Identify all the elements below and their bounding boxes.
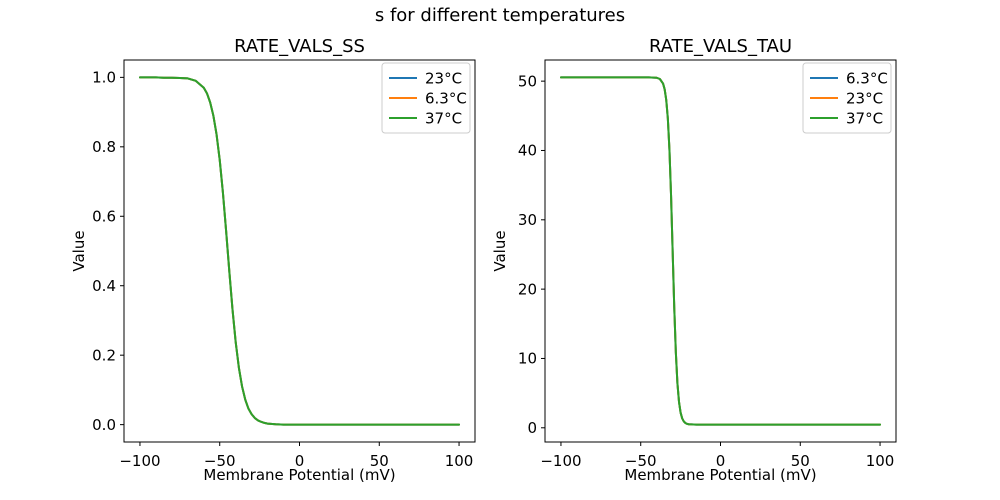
legend-label: 23°C [846, 89, 883, 107]
x-tick-label: 50 [791, 452, 810, 470]
x-tick-label: −50 [204, 452, 236, 470]
legend-entry: 37°C [810, 109, 883, 127]
plot-frame [123, 59, 476, 443]
y-tick-label: 0.0 [92, 416, 116, 434]
legend-label: 37°C [425, 109, 462, 127]
figure-suptitle: s for different temperatures [374, 5, 626, 26]
y-tick-label: 0.4 [92, 277, 116, 295]
subplot-rate-vals-ss: RATE_VALS_SS −100 −50 0 50 100 0.0 0.2 0.4 0.6 0.8… [70, 36, 476, 484]
x-tick-label: −50 [625, 452, 657, 470]
legend-box [802, 62, 892, 134]
plot-frame [544, 59, 897, 443]
legend: 6.3°C 23°C 37°C [802, 62, 892, 134]
x-tick-label: −100 [540, 452, 581, 470]
x-tick-label: 100 [866, 452, 895, 470]
x-tick-label: 0 [295, 452, 305, 470]
x-tick-label: 0 [716, 452, 726, 470]
x-tick-label: 100 [445, 452, 474, 470]
legend: 23°C 6.3°C 37°C [381, 62, 471, 134]
legend-entry: 6.3°C [389, 89, 467, 107]
y-tick-label: 40 [518, 142, 537, 160]
subplot-title: RATE_VALS_TAU [649, 36, 792, 57]
x-tick-label: −100 [119, 452, 160, 470]
series-line-37c [138, 76, 461, 426]
y-axis-label: Value [491, 230, 509, 271]
y-tick-label: 0.6 [92, 208, 116, 226]
x-axis-label: Membrane Potential (mV) [624, 466, 816, 484]
y-tick-label: 0.8 [92, 138, 116, 156]
series-line-37c [559, 76, 882, 426]
x-axis-label: Membrane Potential (mV) [203, 466, 395, 484]
subplot-title: RATE_VALS_SS [234, 36, 365, 57]
legend-label: 37°C [846, 109, 883, 127]
y-tick-label: 10 [518, 350, 537, 368]
legend-entry: 37°C [389, 109, 462, 127]
legend-box [381, 62, 471, 134]
subplot-rate-vals-tau: RATE_VALS_TAU−100 −50 0 50 10001020304050Mem… [491, 36, 897, 484]
legend-label: 23°C [425, 69, 462, 87]
y-tick-label: 50 [518, 72, 537, 90]
x-tick-label: 50 [370, 452, 389, 470]
y-tick-label: 1.0 [92, 69, 116, 87]
legend-label: 6.3°C [425, 89, 467, 107]
y-tick-label: 30 [518, 211, 537, 229]
legend-entry: 23°C [810, 89, 883, 107]
y-tick-label: 0.2 [92, 346, 116, 364]
legend-entry: 6.3°C [810, 69, 888, 87]
y-tick-label: 0 [527, 419, 537, 437]
y-tick-label: 20 [518, 280, 537, 298]
y-axis-label: Value [70, 230, 88, 271]
legend-entry: 23°C [389, 69, 462, 87]
legend-label: 6.3°C [846, 69, 888, 87]
